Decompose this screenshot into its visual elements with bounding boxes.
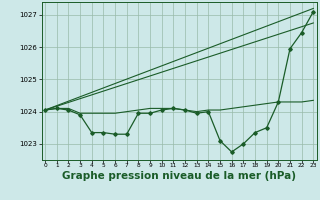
X-axis label: Graphe pression niveau de la mer (hPa): Graphe pression niveau de la mer (hPa) bbox=[62, 171, 296, 181]
